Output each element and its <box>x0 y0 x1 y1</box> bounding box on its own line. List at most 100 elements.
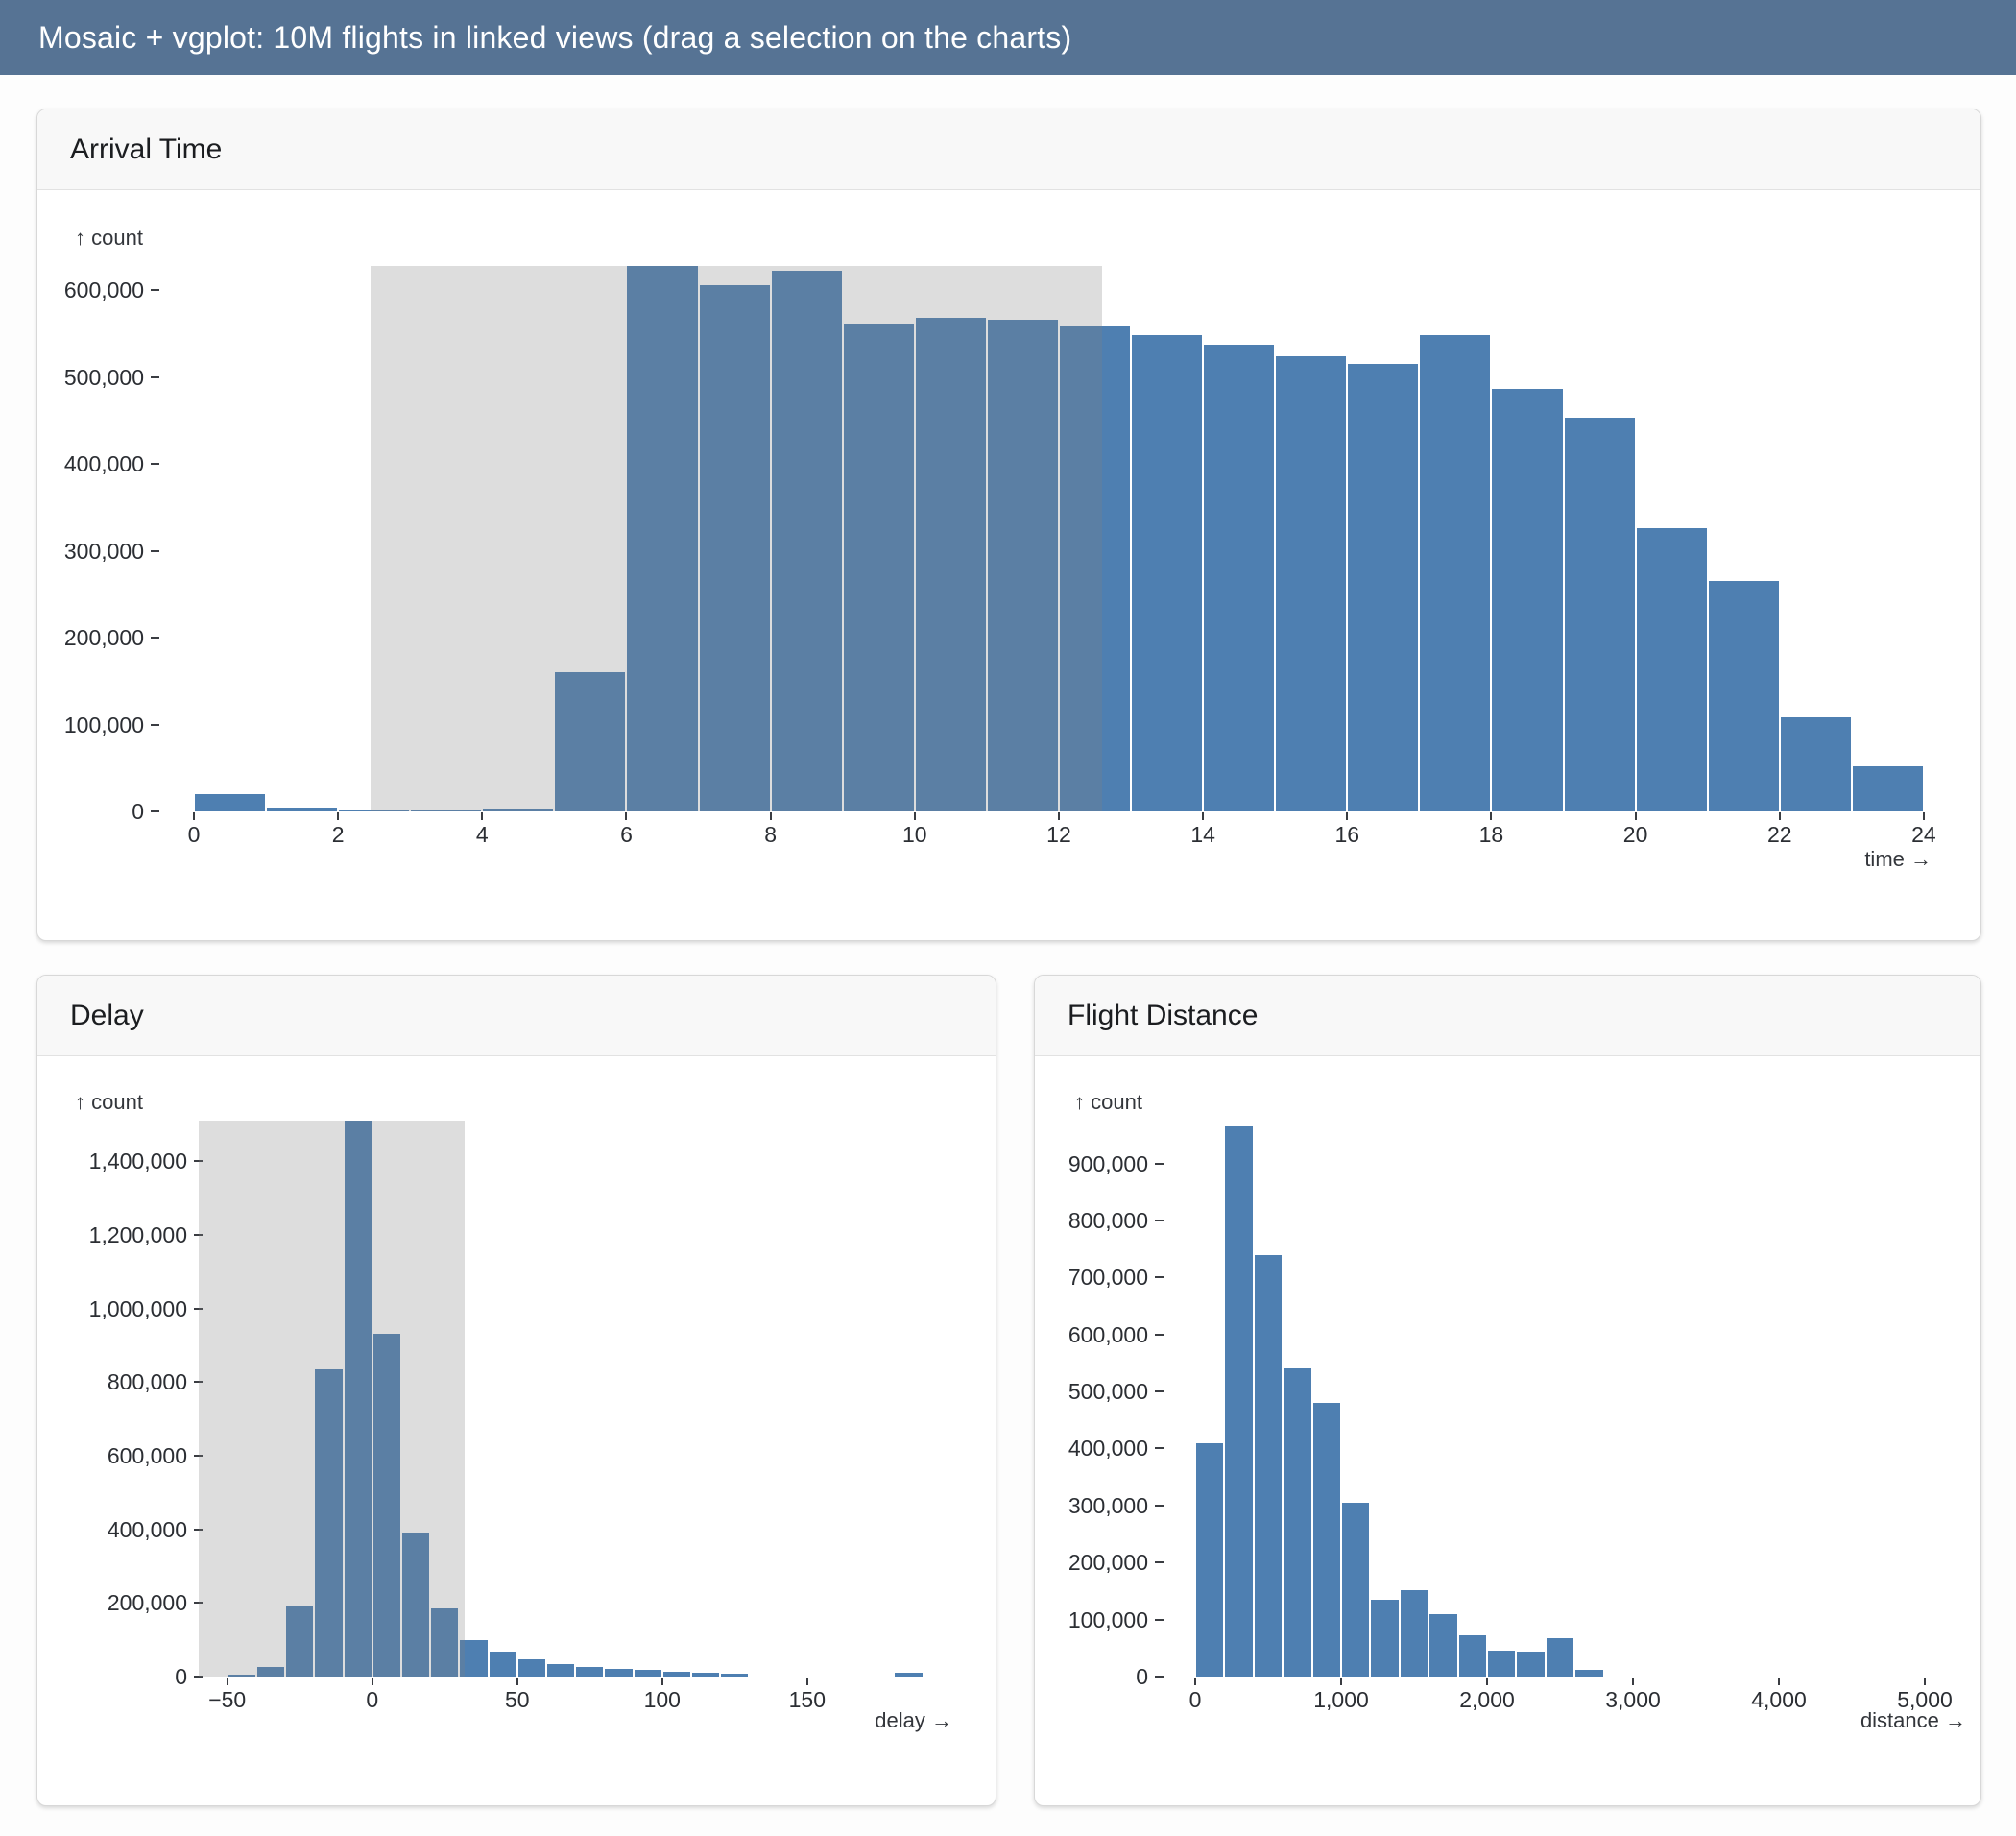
x-tick-mark <box>516 1678 518 1685</box>
histogram-bar <box>1517 1651 1545 1677</box>
x-tick-label: 6 <box>620 822 633 847</box>
histogram-bar <box>1575 1669 1603 1677</box>
x-tick-mark <box>913 812 916 820</box>
x-tick-mark <box>371 1678 373 1685</box>
histogram-bar <box>1204 345 1275 811</box>
y-tick-mark <box>194 1602 203 1605</box>
y-tick-mark <box>1155 1390 1164 1393</box>
histogram-bar <box>489 1651 516 1677</box>
y-tick-label: 300,000 <box>63 538 144 564</box>
y-tick-mark <box>151 549 159 552</box>
histogram-bar <box>483 809 554 811</box>
histogram-bar <box>1420 335 1491 811</box>
y-tick-label: 400,000 <box>107 1516 187 1542</box>
histogram-bar <box>1059 326 1131 811</box>
histogram-bar <box>634 1670 661 1677</box>
y-tick-mark <box>151 375 159 378</box>
histogram-bar <box>401 1533 430 1677</box>
histogram-bar <box>195 793 266 811</box>
histogram-bar <box>286 1606 314 1677</box>
histogram-bar <box>339 809 410 811</box>
histogram-bar <box>1276 356 1347 811</box>
x-tick-mark <box>1202 812 1205 820</box>
histogram-bar <box>987 320 1058 811</box>
histogram-bar <box>1636 528 1707 811</box>
y-tick-label: 100,000 <box>1068 1606 1148 1632</box>
x-tick-label: 1,000 <box>1313 1687 1369 1712</box>
y-tick-mark <box>194 1528 203 1531</box>
x-tick-label: 14 <box>1190 822 1215 847</box>
histogram-bar <box>721 1673 749 1677</box>
x-tick-mark <box>481 812 484 820</box>
x-tick-label: 18 <box>1478 822 1504 847</box>
x-tick-label: −50 <box>208 1687 247 1712</box>
flight-distance-histogram[interactable]: ↑ count 0 100,000 200,000 300,000 400,000 500,… <box>1035 1056 1980 1803</box>
x-tick-mark <box>193 812 195 820</box>
x-tick-mark <box>1340 1678 1342 1685</box>
y-tick-mark <box>151 723 159 726</box>
y-tick-label: 0 <box>132 799 144 824</box>
histogram-bar <box>1458 1635 1486 1677</box>
selection-overlay[interactable] <box>370 266 1102 811</box>
y-tick-label: 200,000 <box>107 1590 187 1616</box>
y-tick-mark <box>1155 1504 1164 1507</box>
y-tick-label: 200,000 <box>1068 1550 1148 1576</box>
y-tick-mark <box>1155 1162 1164 1165</box>
y-tick-label: 100,000 <box>63 712 144 737</box>
x-tick-mark <box>1634 812 1637 820</box>
y-tick-label: 1,000,000 <box>88 1295 187 1321</box>
y-tick-mark <box>151 810 159 812</box>
x-tick-mark <box>1922 812 1925 820</box>
header-bar: Mosaic + vgplot: 10M flights in linked v… <box>0 0 2016 75</box>
y-tick-mark <box>1155 1561 1164 1564</box>
x-tick-mark <box>1057 812 1060 820</box>
x-tick-mark <box>805 1678 808 1685</box>
y-tick-label: 600,000 <box>1068 1321 1148 1347</box>
y-tick-mark <box>1155 1447 1164 1450</box>
histogram-bar <box>771 271 842 811</box>
x-axis-label: distance → <box>1860 1708 1966 1732</box>
histogram-bar <box>1196 1442 1224 1677</box>
x-tick-label: 3,000 <box>1605 1687 1661 1712</box>
histogram-bar <box>411 809 482 811</box>
x-tick-label: 16 <box>1334 822 1360 847</box>
x-tick-label: 2 <box>331 822 345 847</box>
histogram-bar <box>1371 1599 1399 1677</box>
arrival-time-histogram[interactable]: ↑ count 0 100,000 200,000 300,000 400,000 500,… <box>37 190 1980 938</box>
histogram-bar <box>1708 581 1779 811</box>
histogram-bar <box>517 1658 545 1677</box>
x-tick-mark <box>660 1678 663 1685</box>
x-tick-mark <box>1194 1678 1196 1685</box>
y-tick-mark <box>1155 1618 1164 1621</box>
x-tick-mark <box>769 812 772 820</box>
arrival-time-card: Arrival Time ↑ count 0 100,000 200,000 300,0… <box>36 109 1981 941</box>
y-tick-mark <box>194 1160 203 1163</box>
y-tick-label: 0 <box>175 1664 187 1689</box>
delay-histogram[interactable]: ↑ count 0 200,000 400,000 600,000 800,000 1,00… <box>37 1056 996 1803</box>
x-tick-label: 8 <box>764 822 778 847</box>
x-tick-label: 0 <box>366 1687 379 1712</box>
x-tick-label: 0 <box>187 822 201 847</box>
histogram-bar <box>1284 1368 1311 1677</box>
card-header: Delay <box>37 976 996 1056</box>
histogram-bar <box>315 1368 343 1677</box>
selection-overlay[interactable] <box>198 1121 466 1677</box>
y-tick-label: 600,000 <box>63 278 144 303</box>
histogram-bar <box>627 266 698 811</box>
x-tick-mark <box>226 1678 228 1685</box>
histogram-bar <box>460 1639 488 1677</box>
y-tick-mark <box>151 463 159 466</box>
card-title: Delay <box>70 999 144 1031</box>
histogram-bar <box>662 1672 690 1677</box>
count-axis-label: ↑ count <box>75 226 143 250</box>
histogram-bar <box>576 1666 604 1677</box>
card-header: Arrival Time <box>37 109 1980 190</box>
x-tick-label: 4 <box>475 822 489 847</box>
x-tick-mark <box>1486 1678 1488 1685</box>
y-tick-label: 800,000 <box>107 1369 187 1395</box>
histogram-bar <box>431 1608 459 1677</box>
y-tick-mark <box>194 1454 203 1457</box>
y-tick-label: 600,000 <box>107 1442 187 1468</box>
card-header: Flight Distance <box>1035 976 1980 1056</box>
x-tick-mark <box>625 812 628 820</box>
